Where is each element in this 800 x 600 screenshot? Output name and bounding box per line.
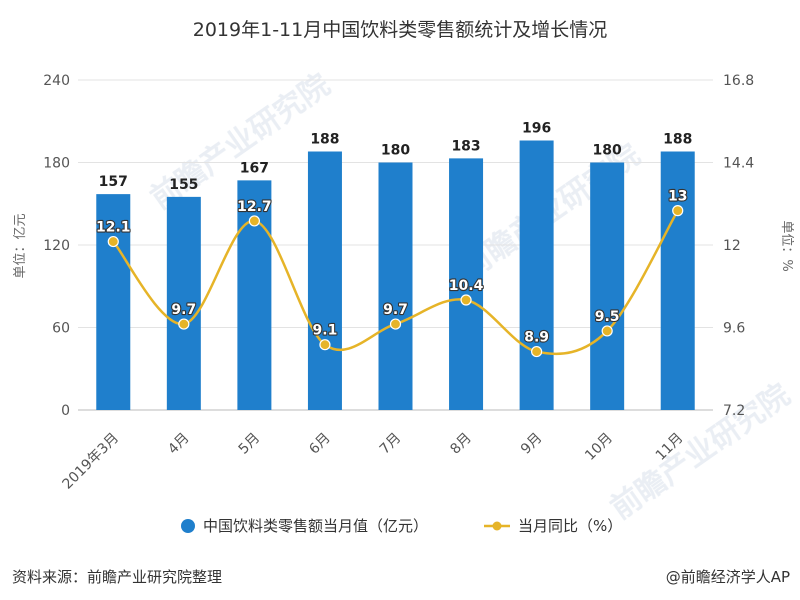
bar	[307, 151, 342, 410]
chart-title: 2019年1-11月中国饮料类零售额统计及增长情况	[193, 19, 607, 41]
legend: 中国饮料类零售额当月值（亿元） 当月同比（%）	[181, 517, 622, 535]
legend-bar-marker	[181, 519, 195, 533]
bar	[449, 158, 484, 410]
growth-line	[112, 209, 679, 355]
bar-value-label: 188	[663, 132, 692, 148]
x-tick-label: 9月	[518, 430, 546, 458]
left-tick-label: 180	[43, 156, 70, 172]
left-tick-label: 120	[43, 238, 70, 254]
legend-line-label: 当月同比（%）	[518, 517, 622, 535]
bar-value-label: 188	[310, 132, 339, 148]
line-value-label: 12.1	[96, 220, 131, 236]
x-tick-label: 5月	[236, 430, 264, 458]
bar-value-label: 167	[240, 160, 269, 176]
x-tick-label: 6月	[306, 430, 334, 458]
right-axis-label: 单位：%	[779, 220, 794, 271]
bar-value-label: 157	[99, 174, 128, 190]
source-note: 资料来源：前瞻产业研究院整理	[12, 568, 222, 586]
line-point	[319, 339, 331, 351]
bar	[590, 162, 625, 410]
bar-value-label: 155	[169, 177, 198, 193]
line-point	[178, 318, 190, 330]
x-tick-label: 4月	[165, 430, 193, 458]
svg-text:前瞻产业研究院: 前瞻产业研究院	[605, 377, 797, 526]
left-tick-label: 240	[43, 73, 70, 89]
left-axis-label: 单位：亿元	[13, 213, 28, 278]
right-tick-label: 14.4	[723, 156, 754, 172]
bar	[519, 140, 554, 410]
line-series: 12.1 9.7 12.7 9.1 9.7 10.4 8.9 9.5 13	[95, 188, 689, 358]
bar-value-label: 180	[593, 143, 622, 159]
line-value-label: 13	[668, 189, 687, 205]
bar-value-label: 180	[381, 143, 410, 159]
line-point	[672, 205, 684, 217]
bar	[378, 162, 413, 410]
bar	[660, 151, 695, 410]
right-tick-label: 12	[723, 238, 741, 254]
x-tick-label: 2019年3月	[59, 430, 122, 493]
right-tick-label: 16.8	[723, 73, 754, 89]
line-point	[531, 345, 543, 358]
credit-note: @前瞻经济学人AP	[666, 568, 790, 586]
line-value-label: 9.7	[383, 302, 408, 318]
line-value-label: 10.4	[449, 278, 484, 294]
line-point	[460, 294, 472, 306]
x-tick-label: 7月	[377, 430, 405, 458]
bar	[166, 196, 201, 410]
line-value-label: 9.7	[171, 302, 196, 318]
bar-value-label: 183	[451, 138, 480, 154]
left-tick-label: 60	[52, 321, 70, 337]
bar-value-label: 196	[522, 121, 551, 137]
line-point	[107, 235, 119, 248]
line-point	[248, 215, 260, 227]
left-tick-label: 0	[61, 403, 70, 419]
line-point	[601, 325, 613, 337]
bar	[96, 194, 131, 410]
right-tick-label: 7.2	[723, 403, 745, 419]
x-tick-label: 8月	[447, 430, 475, 458]
x-tick-label: 10月	[582, 430, 616, 464]
line-value-label: 9.5	[595, 309, 620, 325]
legend-bar-label: 中国饮料类零售额当月值（亿元）	[203, 517, 428, 535]
line-value-label: 8.9	[524, 330, 549, 346]
line-value-label: 12.7	[237, 199, 272, 215]
legend-line-dot	[492, 521, 502, 531]
right-tick-label: 9.6	[723, 321, 745, 337]
line-value-label: 9.1	[313, 323, 338, 339]
line-point	[389, 318, 402, 330]
